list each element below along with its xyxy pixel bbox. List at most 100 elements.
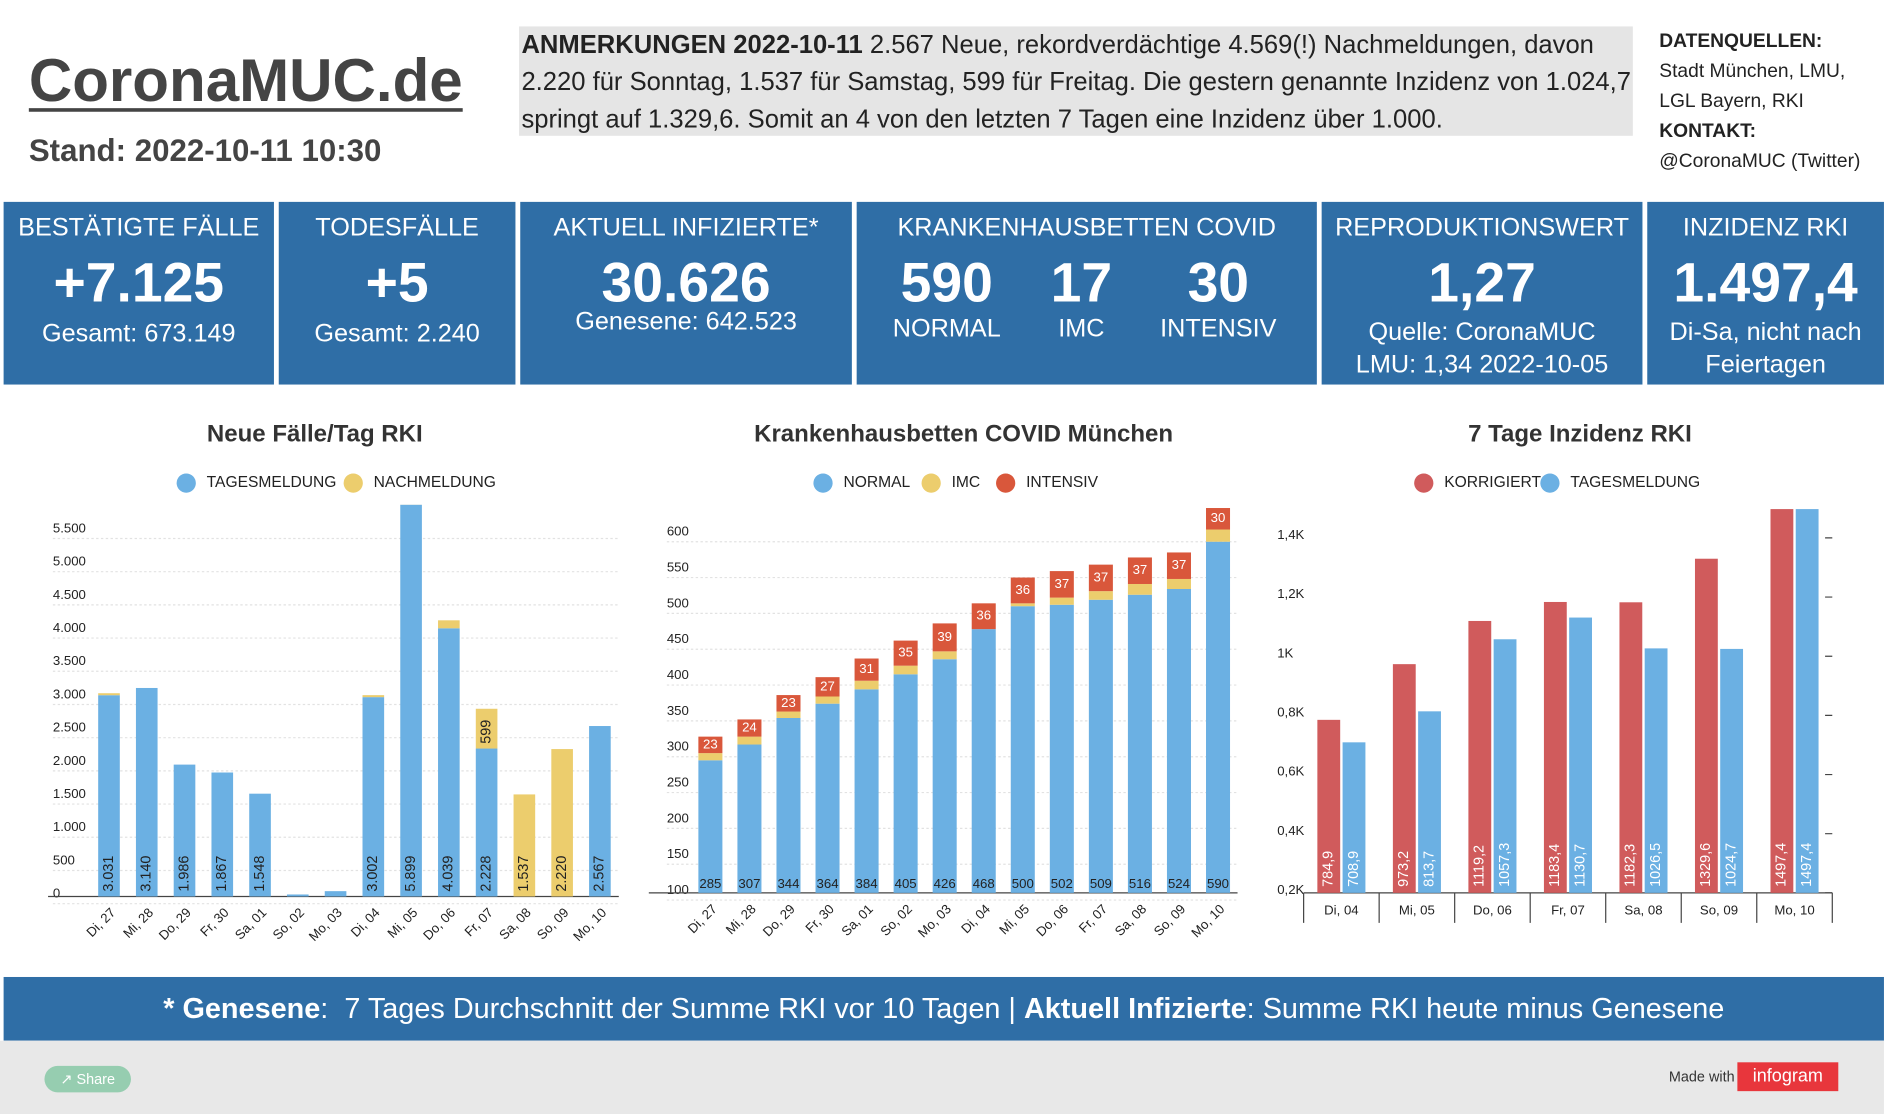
data-label: 39 [937,629,952,644]
site-title[interactable]: CoronaMUC.de [28,46,463,115]
kpi-title: INZIDENZ RKI [1682,213,1849,242]
bar [1010,577,1035,604]
bar [1049,597,1074,605]
bar [135,687,158,897]
data-label: 1.867 [214,856,230,892]
y-tick-label: 4.000 [53,620,86,635]
y-tick-label: 0,6K [1277,764,1304,779]
bar [513,794,536,897]
bar [1127,594,1152,893]
y-tick-label: 200 [667,810,689,825]
x-tick-label: Sa, 08 [1624,902,1662,917]
bar [1720,648,1744,893]
data-label: 590 [1207,876,1229,891]
bar [1644,648,1668,893]
bar [551,749,573,897]
y-tick-label: 600 [667,524,689,539]
notes-text: 2.567 Neue, rekordverdächtige 4.569(!) N… [521,30,1632,134]
x-tick-label: Sa, 01 [232,905,270,943]
y-tick-label: 5.500 [53,520,86,535]
bar [737,736,762,745]
bar [893,674,918,893]
kpi-sub: Di-Sa, nicht nach Feiertagen [1647,316,1884,381]
legend-swatch [921,473,941,493]
data-label: 1026,5 [1648,843,1664,887]
x-tick-label: Fr, 07 [462,905,496,939]
bar [249,793,271,897]
y-tick-label: 1K [1277,645,1293,660]
kpi-title: KRANKENHAUSBETTEN COVID [897,213,1277,242]
bar [776,718,801,893]
x-tick-label: Do, 06 [1033,901,1071,939]
kpi-label: INTENSIV [1160,314,1277,343]
data-label: 2.228 [478,856,494,892]
contact-label: KONTAKT: [1659,121,1757,142]
contact: @CoronaMUC (Twitter) [1659,151,1861,172]
bar [1088,599,1113,893]
data-label: 1329,6 [1698,843,1714,887]
kpi-value: 590 [900,251,993,314]
x-tick-label: Mo, 03 [915,901,954,940]
source: Stadt München, LMU, [1659,61,1846,82]
x-tick-label: Di, 04 [1324,902,1358,917]
x-tick-label: Di, 04 [348,905,383,940]
bar [173,764,196,897]
bar [776,711,801,719]
data-label: 1057,3 [1497,843,1513,887]
brand-logo[interactable]: infogram [1737,1062,1839,1092]
x-tick-label: So, 09 [534,905,572,943]
bar [1088,591,1113,600]
y-tick-label: 1.000 [53,819,86,834]
made-with: Made with [1668,1068,1735,1086]
data-label: 3.002 [365,856,381,892]
legend-swatch [813,473,833,493]
y-tick-label: 2.500 [53,720,86,735]
bar [211,772,234,897]
notes-label: ANMERKUNGEN 2022-10-11 [521,30,863,59]
sources-label: DATENQUELLEN: [1659,31,1823,52]
bar [438,620,460,629]
kpi-value: 30.626 [601,251,771,314]
kpi-value: 17 [1050,251,1113,314]
kpi-item: 17 IMC [1009,250,1153,344]
footnote-part: : 7 Tages Durchschnitt der Summe RKI vor… [320,992,1024,1026]
bar [1206,541,1231,893]
bar [854,658,879,681]
notes: ANMERKUNGEN 2022-10-11 2.567 Neue, rekor… [519,26,1633,136]
bar [1770,509,1794,893]
data-label: 37 [1133,562,1148,577]
share-button[interactable]: ↗ Share [44,1065,131,1093]
y-tick-label: 100 [667,882,689,897]
legend-swatch [1414,473,1434,493]
bar [737,719,762,737]
y-tick-label: 500 [53,852,75,867]
y-tick-label: 0,4K [1277,823,1304,838]
data-label: 36 [1015,582,1030,597]
kpi-value: +7.125 [53,251,225,314]
share-label[interactable]: Share [76,1070,115,1088]
x-tick-label: So, 02 [877,901,915,939]
kpi-sub: Gesamt: 2.240 [314,319,480,348]
data-label: 307 [738,876,760,891]
bar [971,629,996,893]
bar [1127,583,1152,595]
data-label: 364 [817,876,839,891]
y-tick-label: 5.000 [53,554,86,569]
chart-title: Neue Fälle/Tag RKI [207,420,423,447]
data-label: 784,9 [1321,851,1337,887]
bar [1010,603,1035,607]
kpi-sub: Quelle: CoronaMUC LMU: 1,34 2022-10-05 [1322,316,1643,381]
x-tick-label: Do, 06 [1473,902,1512,917]
x-tick-label: So, 02 [270,905,308,943]
y-tick-label: 1.500 [53,786,86,801]
y-tick-label: 150 [667,846,689,861]
legend-swatch [1540,473,1560,493]
data-label: 30 [1211,510,1226,525]
bar [854,689,879,893]
data-label: 4.039 [441,856,457,892]
x-tick-label: So, 09 [1151,901,1189,939]
bar [932,623,957,652]
x-tick-label: Sa, 08 [1112,901,1150,939]
bar [1088,564,1113,592]
